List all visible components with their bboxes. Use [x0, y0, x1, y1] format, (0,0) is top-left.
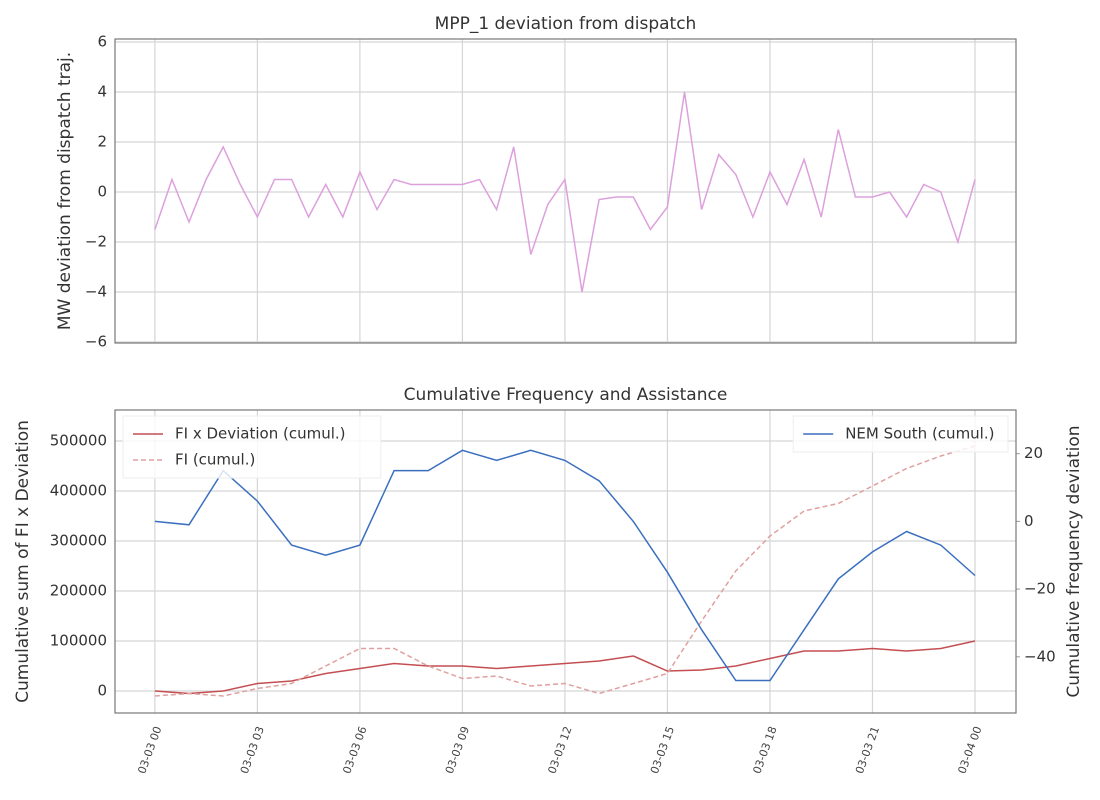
chart-title: MPP_1 deviation from dispatch — [435, 14, 697, 34]
y2-axis-label: Cumulative frequency deviation — [1064, 425, 1084, 697]
y-tick-label: 100000 — [50, 632, 107, 650]
series-line — [154, 91, 976, 293]
x-tick-label: 03-03 21 — [853, 725, 882, 776]
x-tick-label: 03-03 18 — [750, 725, 779, 776]
y-tick-label: 400000 — [50, 482, 107, 500]
y-tick-label: −6 — [85, 333, 107, 351]
series-line — [154, 640, 976, 695]
x-tick-label: 03-04 00 — [955, 725, 984, 776]
y2-tick-label: 20 — [1024, 444, 1043, 462]
y-axis-label: MW deviation from dispatch traj. — [55, 52, 75, 330]
y-tick-label: 0 — [97, 682, 107, 700]
series-line — [154, 449, 976, 682]
y-tick-label: 6 — [97, 33, 107, 51]
y-tick-label: 300000 — [50, 532, 107, 550]
y-tick-label: 2 — [97, 133, 107, 151]
x-tick-label: 03-03 06 — [340, 725, 369, 776]
plot-frame — [114, 38, 1017, 344]
x-tick-label: 03-03 03 — [238, 725, 267, 776]
x-tick-label: 03-03 12 — [545, 725, 574, 776]
legend-box — [122, 415, 382, 479]
y2-tick-label: 0 — [1024, 512, 1034, 530]
y-tick-label: 200000 — [50, 582, 107, 600]
y-axis-label: Cumulative sum of FI x Deviation — [13, 420, 33, 703]
y-tick-label: 4 — [97, 83, 107, 101]
x-tick-label: 03-03 15 — [648, 725, 677, 776]
y-tick-label: 500000 — [50, 432, 107, 450]
legend-label: FI (cumul.) — [175, 451, 255, 469]
legend-label: FI x Deviation (cumul.) — [175, 425, 346, 443]
plot-frame — [114, 409, 1017, 714]
chart-title: Cumulative Frequency and Assistance — [404, 385, 728, 405]
y-tick-label: −4 — [85, 283, 107, 301]
legend-label: NEM South (cumul.) — [845, 425, 994, 443]
y2-tick-label: −40 — [1024, 647, 1056, 665]
series-line — [154, 445, 976, 697]
y-tick-label: −2 — [85, 233, 107, 251]
y2-tick-label: −20 — [1024, 580, 1056, 598]
y-tick-label: 0 — [97, 183, 107, 201]
x-tick-label: 03-03 00 — [135, 725, 164, 776]
x-tick-label: 03-03 09 — [443, 725, 472, 776]
